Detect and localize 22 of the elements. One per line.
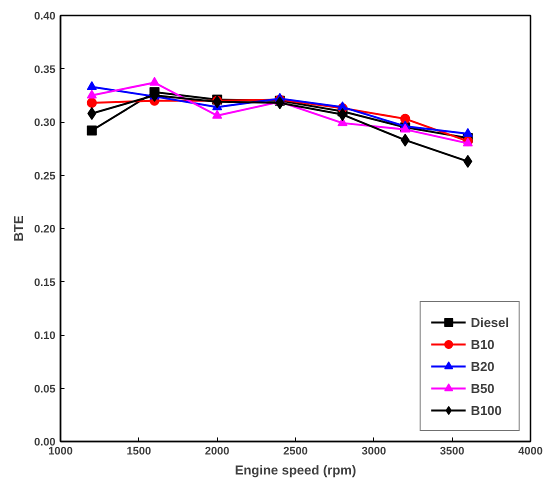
x-tick-label: 3000	[362, 446, 386, 458]
x-axis-title: Engine speed (rpm)	[234, 462, 356, 478]
legend-label: Diesel	[470, 314, 509, 330]
y-tick-label: 0.05	[34, 383, 56, 396]
x-tick-label: 4000	[518, 446, 543, 458]
y-tick-label: 0.40	[34, 10, 56, 22]
y-tick-label: 0.35	[34, 64, 56, 76]
legend-label: B50	[470, 380, 495, 396]
x-tick-label: 3500	[440, 446, 464, 458]
y-tick-label: 0.25	[34, 170, 56, 182]
x-tick-label: 2500	[283, 446, 308, 458]
legend-label: B20	[470, 358, 495, 374]
x-tick-label: 1500	[126, 446, 152, 458]
legend-label: B10	[470, 336, 495, 352]
y-axis-title: BTE	[11, 215, 26, 242]
y-tick-label: 0.30	[34, 117, 56, 129]
y-tick-label: 0.20	[34, 224, 56, 236]
y-tick-label: 0.10	[34, 330, 56, 342]
y-tick-label: 0.15	[34, 276, 56, 289]
x-tick-label: 2000	[204, 446, 230, 458]
x-tick-label: 1000	[48, 446, 73, 458]
legend-label: B100	[470, 402, 502, 418]
